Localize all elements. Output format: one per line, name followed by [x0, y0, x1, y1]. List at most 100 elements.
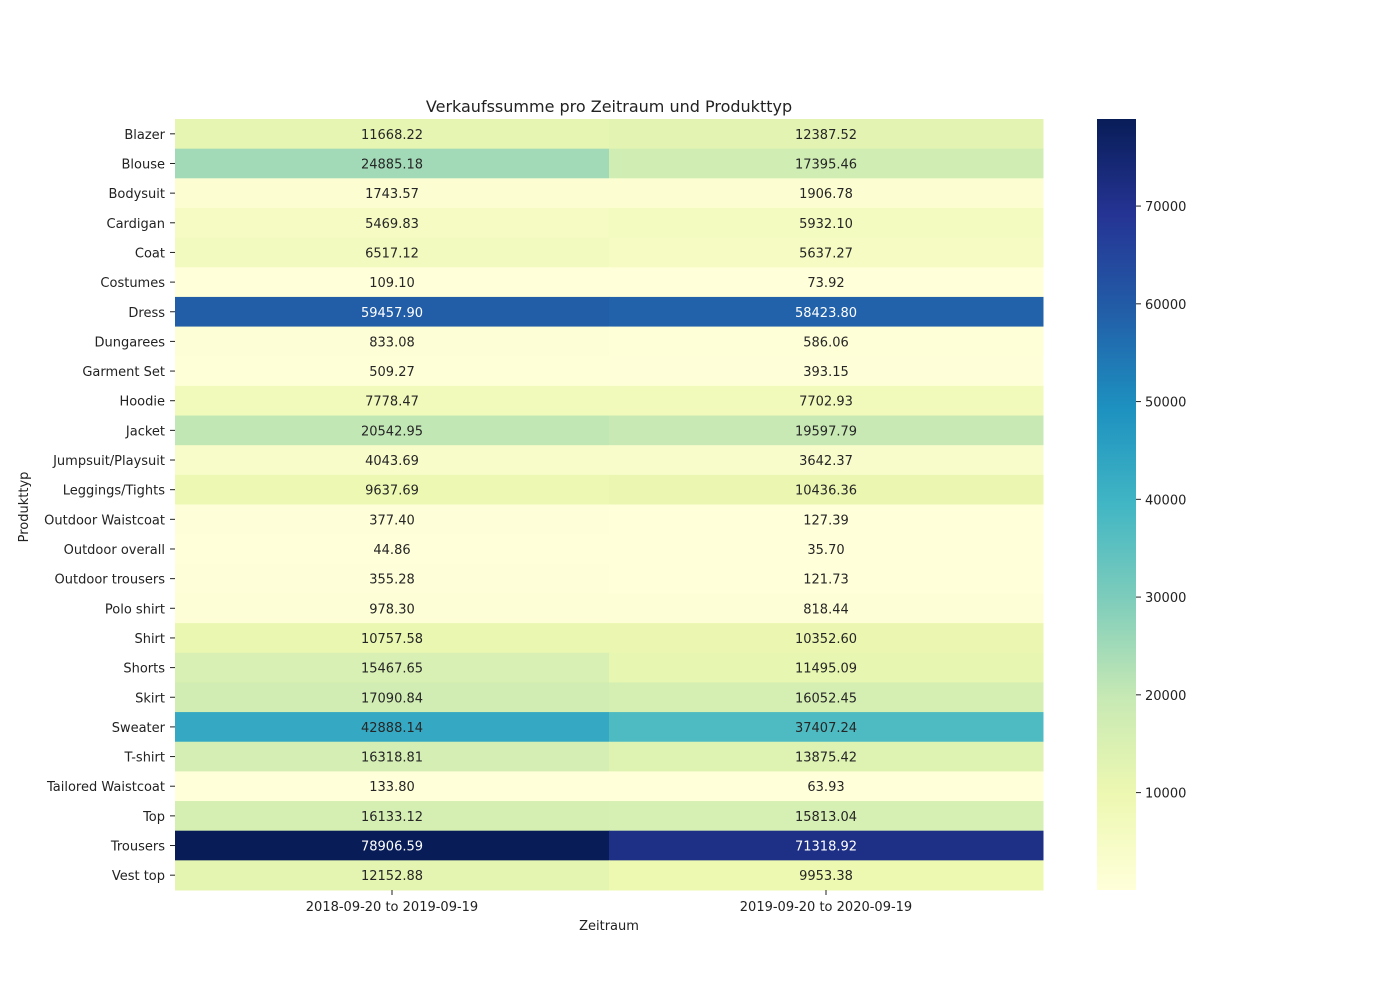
heatmap-cell	[175, 682, 610, 713]
cell-value-label: 978.30	[369, 602, 415, 617]
y-tick-label: T-shirt	[123, 751, 165, 766]
y-tick-label: Sweater	[112, 721, 166, 736]
y-tick-label: Jumpsuit/Playsuit	[52, 454, 165, 469]
heatmap-cell	[609, 771, 1044, 802]
cell-value-label: 127.39	[803, 513, 849, 528]
y-tick-label: Outdoor Waistcoat	[44, 513, 165, 528]
cell-value-label: 15467.65	[361, 662, 423, 677]
heatmap-cell	[175, 563, 610, 594]
y-tick-labels: Blazer Blouse Bodysuit Cardigan Coat Costumes…	[44, 128, 175, 884]
heatmap-cell	[175, 356, 610, 387]
cell-value-label: 42888.14	[361, 721, 423, 736]
heatmap-cell	[609, 119, 1044, 150]
heatmap-cell	[609, 474, 1044, 505]
x-axis-label: Zeitraum	[579, 919, 639, 934]
heatmap-cell	[609, 178, 1044, 209]
y-tick-label: Polo shirt	[105, 602, 165, 617]
x-tick-labels: 2018-09-20 to 2019-09-19 2019-09-20 to 20…	[306, 890, 912, 915]
y-tick-label: Garment Set	[82, 365, 165, 380]
cell-value-label: 355.28	[369, 573, 415, 588]
y-tick-label: Shirt	[134, 632, 165, 647]
y-tick-label: Trousers	[110, 840, 165, 855]
cell-value-label: 59457.90	[361, 306, 423, 321]
heatmap-cell	[609, 415, 1044, 446]
heatmap-cell	[175, 652, 610, 683]
heatmap-cell	[175, 771, 610, 802]
heatmap-cell	[175, 119, 610, 150]
heatmap-cell	[609, 593, 1044, 624]
y-tick-label: Hoodie	[119, 395, 165, 410]
cell-value-label: 11495.09	[795, 662, 857, 677]
x-tick-label: 2018-09-20 to 2019-09-19	[306, 900, 478, 915]
y-tick-label: Jacket	[125, 424, 165, 439]
y-tick-label: Coat	[135, 246, 165, 261]
colorbar-gradient	[1097, 119, 1136, 890]
cell-value-label: 10436.36	[795, 484, 857, 499]
y-tick-label: Blazer	[124, 128, 165, 143]
heatmap-cell	[175, 534, 610, 565]
cell-value-label: 16052.45	[795, 691, 857, 706]
y-tick-label: Skirt	[135, 691, 165, 706]
heatmap-cell	[175, 445, 610, 476]
cell-value-label: 4043.69	[365, 454, 419, 469]
heatmap-cell	[609, 148, 1044, 179]
heatmap-cell	[609, 237, 1044, 268]
cell-value-label: 5932.10	[799, 217, 853, 232]
cell-value-label: 5469.83	[365, 217, 419, 232]
y-tick-label: Dungarees	[94, 335, 165, 350]
cell-value-label: 13875.42	[795, 751, 857, 766]
colorbar: 10000 20000 30000 40000 50000 60000 70000	[1097, 119, 1186, 890]
cell-value-label: 109.10	[369, 276, 415, 291]
y-tick-label: Tailored Waistcoat	[46, 780, 165, 795]
cell-value-label: 10352.60	[795, 632, 857, 647]
heatmap-cell	[609, 682, 1044, 713]
colorbar-tick-label: 40000	[1145, 493, 1186, 508]
heatmap-cell	[175, 504, 610, 535]
cell-value-label: 37407.24	[795, 721, 857, 736]
heatmap-cell	[175, 148, 610, 179]
y-tick-label: Shorts	[123, 662, 165, 677]
heatmap-cell	[609, 652, 1044, 683]
heatmap-cell	[609, 623, 1044, 654]
y-tick-label: Outdoor overall	[64, 543, 165, 558]
heatmap-cell	[175, 801, 610, 832]
cell-value-label: 377.40	[369, 513, 415, 528]
x-tick-label: 2019-09-20 to 2020-09-19	[740, 900, 912, 915]
heatmap-cell	[175, 207, 610, 239]
heatmap-cells: 11668.22 12387.52 24885.18 17395.46 1743.57 1…	[175, 119, 1044, 891]
cell-value-label: 17090.84	[361, 691, 423, 706]
heatmap-cell	[175, 474, 610, 505]
cell-value-label: 73.92	[807, 276, 844, 291]
y-tick-label: Bodysuit	[108, 187, 165, 202]
heatmap-cell	[609, 504, 1044, 535]
cell-value-label: 9637.69	[365, 484, 419, 499]
heatmap-cell	[175, 860, 610, 891]
cell-value-label: 15813.04	[795, 810, 857, 825]
cell-value-label: 1906.78	[799, 187, 853, 202]
y-tick-label: Costumes	[100, 276, 165, 291]
colorbar-tick-label: 20000	[1145, 689, 1186, 704]
cell-value-label: 6517.12	[365, 246, 419, 261]
cell-value-label: 12387.52	[795, 128, 857, 143]
colorbar-tick-label: 60000	[1145, 298, 1186, 313]
cell-value-label: 1743.57	[365, 187, 419, 202]
heatmap-cell	[609, 712, 1044, 743]
heatmap-cell	[609, 267, 1044, 298]
heatmap-cell	[175, 237, 610, 268]
y-tick-label: Dress	[128, 306, 165, 321]
heatmap-cell	[175, 385, 610, 417]
heatmap-cell	[175, 267, 610, 298]
cell-value-label: 121.73	[803, 573, 849, 588]
y-tick-label: Outdoor trousers	[55, 573, 166, 588]
heatmap-cell	[175, 741, 610, 772]
cell-value-label: 9953.38	[799, 869, 853, 884]
heatmap-cell	[609, 801, 1044, 832]
cell-value-label: 586.06	[803, 335, 849, 350]
colorbar-tick-label: 30000	[1145, 591, 1186, 606]
cell-value-label: 7778.47	[365, 395, 419, 410]
cell-value-label: 11668.22	[361, 128, 423, 143]
cell-value-label: 58423.80	[795, 306, 857, 321]
cell-value-label: 10757.58	[361, 632, 423, 647]
cell-value-label: 818.44	[803, 602, 849, 617]
